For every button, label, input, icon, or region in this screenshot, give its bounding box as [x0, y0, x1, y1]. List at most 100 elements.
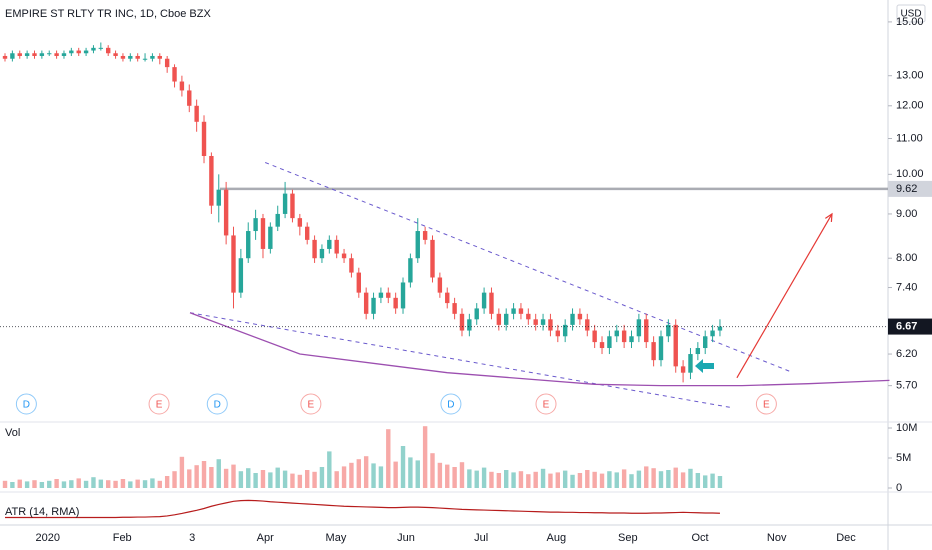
- candle-body: [474, 308, 479, 320]
- candle-body: [135, 55, 140, 59]
- x-tick-label: 3: [189, 532, 195, 544]
- volume-bar: [526, 474, 531, 488]
- volume-bar: [164, 476, 170, 488]
- volume-bar: [341, 466, 347, 488]
- volume-bar: [282, 470, 288, 488]
- candle-body: [150, 55, 155, 59]
- volume-bar: [452, 467, 457, 488]
- candle-body: [585, 319, 590, 331]
- candle-body: [39, 53, 45, 56]
- x-tick-label: Apr: [257, 532, 274, 544]
- candle-body: [275, 213, 280, 227]
- candle-body: [422, 231, 428, 240]
- volume-bar: [533, 471, 538, 488]
- candle-body: [305, 226, 310, 240]
- candle-body: [105, 47, 111, 54]
- x-tick-label: May: [326, 532, 347, 544]
- volume-bar: [334, 471, 339, 488]
- volume-bar: [592, 471, 597, 488]
- y-tick-label: 5.70: [896, 380, 917, 392]
- atr-label: ATR (14, RMA): [5, 506, 79, 518]
- event-label: D: [214, 400, 221, 411]
- x-tick-label: Jun: [397, 532, 415, 544]
- candle-body: [430, 239, 435, 278]
- volume-bar: [504, 470, 509, 488]
- volume-tick-label: 10M: [896, 422, 917, 434]
- candle-body: [312, 239, 317, 259]
- x-tick-label: Feb: [113, 532, 132, 544]
- last-price-bg: [888, 318, 932, 335]
- candle-body: [666, 324, 671, 337]
- event-label: E: [543, 400, 550, 411]
- candle-body: [651, 342, 656, 361]
- y-tick-label: 15.00: [896, 16, 924, 28]
- volume-bar: [621, 469, 627, 488]
- volume-bar: [305, 470, 310, 488]
- candle-body: [548, 319, 553, 331]
- candle-body: [164, 58, 170, 68]
- level-label: 9.62: [896, 183, 917, 195]
- volume-bar: [445, 464, 450, 488]
- y-tick-label: 11.00: [896, 132, 923, 144]
- candle-body: [378, 292, 384, 298]
- trend-line: [265, 162, 791, 372]
- candle-body: [253, 218, 258, 232]
- candle-body: [533, 319, 538, 325]
- volume-bar: [69, 480, 74, 488]
- volume-bar: [150, 478, 155, 488]
- candle-body: [562, 324, 568, 337]
- candle-body: [223, 189, 229, 236]
- candle-body: [695, 348, 701, 355]
- trend-line: [189, 312, 731, 408]
- volume-bar: [577, 473, 583, 488]
- candle-body: [400, 282, 406, 309]
- volume-bar: [76, 478, 81, 488]
- candle-body: [688, 354, 693, 373]
- volume-bar: [260, 470, 266, 488]
- candle-body: [76, 50, 81, 54]
- volume-bar: [562, 470, 568, 488]
- candle-body: [83, 50, 89, 54]
- candle-body: [363, 292, 369, 314]
- candle-body: [570, 313, 575, 325]
- candle-body: [194, 105, 199, 122]
- x-tick-label: Aug: [547, 532, 567, 544]
- candle-body: [437, 277, 443, 293]
- level-label-bg: [888, 180, 932, 197]
- candle-body: [216, 189, 221, 206]
- volume-bar: [238, 471, 244, 488]
- event-marker: [755, 393, 777, 415]
- volume-bar: [489, 471, 494, 488]
- volume-bar: [511, 472, 516, 488]
- x-tick-label: Jul: [474, 532, 488, 544]
- volume-bar: [717, 476, 723, 488]
- volume-bar: [644, 466, 649, 488]
- volume-bar: [496, 473, 502, 488]
- candle-body: [98, 47, 104, 49]
- volume-bar: [386, 429, 391, 488]
- candle-body: [614, 330, 619, 337]
- volume-bar: [32, 480, 37, 488]
- volume-bar: [91, 477, 96, 488]
- candle-body: [120, 55, 126, 59]
- candle-body: [334, 239, 339, 254]
- candle-body: [621, 330, 627, 343]
- volume-bar: [54, 479, 59, 488]
- candle-body: [179, 81, 185, 91]
- volume-bar: [128, 481, 133, 488]
- candle-body: [290, 193, 295, 219]
- candle-body: [17, 53, 22, 56]
- volume-bar: [518, 471, 524, 488]
- event-label: E: [308, 400, 315, 411]
- volume-bar: [83, 480, 89, 488]
- candle-body: [526, 313, 531, 320]
- volume-bar: [371, 463, 376, 488]
- event-marker: [535, 393, 557, 415]
- candle-body: [157, 55, 162, 59]
- event-marker: [206, 393, 228, 415]
- candle-body: [636, 319, 642, 337]
- volume-bar: [142, 480, 148, 488]
- candle-body: [607, 336, 612, 349]
